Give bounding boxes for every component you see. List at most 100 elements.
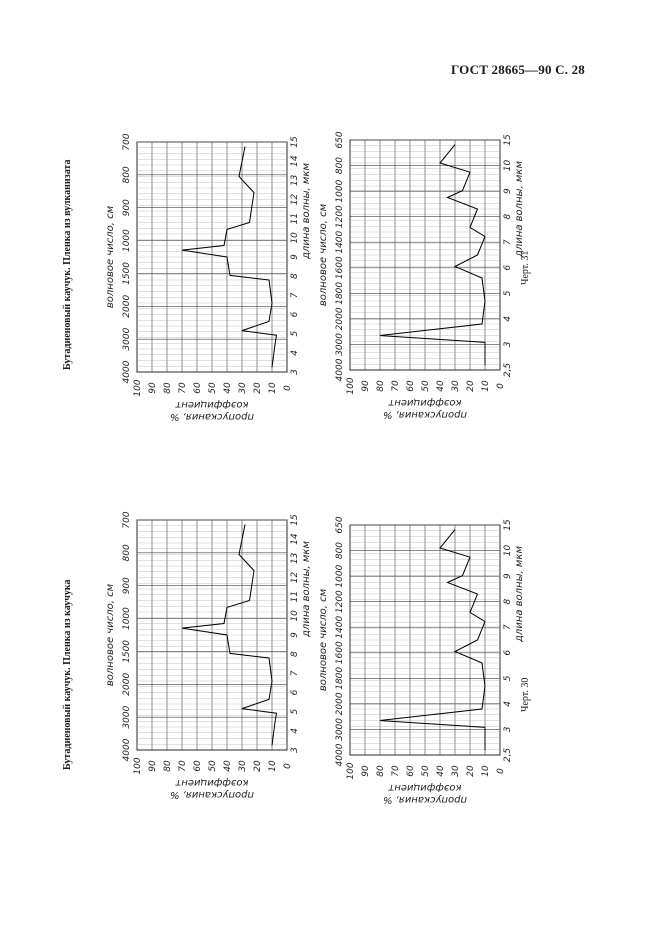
wavenumber-tick-label: 4000	[335, 743, 345, 766]
wavelength-tick-label: 15	[290, 514, 300, 526]
transmission-tick-label: 10	[481, 380, 491, 392]
wavenumber-tick-label: 800	[122, 544, 132, 561]
transmission-tick-label: 80	[376, 765, 386, 777]
wavenumber-axis-label: волновое число, см	[105, 205, 116, 308]
chart-frame: 100 90 80 70 60 50 40 30 20 10 0400030002000150010…	[105, 511, 312, 800]
transmission-tick-label: 90	[148, 382, 158, 394]
transmission-axis-label: пропускания, %	[383, 794, 467, 805]
transmission-tick-label: 90	[361, 765, 371, 777]
transmission-tick-label: 100	[133, 757, 143, 774]
wavenumber-tick-label: 2000	[122, 295, 132, 318]
transmission-axis-label: пропускания, %	[170, 789, 254, 800]
wavenumber-tick-label: 2000	[335, 692, 345, 715]
wavelength-tick-label: 5	[290, 331, 300, 337]
transmission-tick-label: 60	[193, 760, 203, 772]
wavelength-tick-label: 13	[290, 174, 300, 186]
transmission-tick-label: 20	[466, 380, 476, 392]
transmission-tick-label: 40	[223, 760, 233, 772]
page-header: ГОСТ 28665—90 С. 28	[451, 62, 585, 77]
wavenumber-tick-label: 1600	[335, 641, 345, 664]
transmission-axis-label: пропускания, %	[383, 409, 467, 420]
wavelength-tick-label: 6	[290, 689, 300, 695]
transmission-tick-label: 30	[451, 765, 461, 777]
wavelength-axis-label: длина волны, мкм	[301, 163, 312, 260]
wavelength-axis-label: длина волны, мкм	[301, 541, 312, 638]
wavenumber-tick-label: 2000	[335, 307, 345, 330]
transmission-tick-label: 60	[406, 765, 416, 777]
wavelength-tick-label: 8	[503, 599, 513, 605]
chart-frame: 100 90 80 70 60 50 40 30 20 10 0400030002000180016…	[318, 131, 525, 420]
transmission-tick-label: 0	[496, 768, 506, 774]
transmission-axis-label: пропускания, %	[170, 411, 254, 422]
transmission-tick-label: 60	[193, 382, 203, 394]
transmission-tick-label: 20	[253, 382, 263, 394]
transmission-tick-label: 50	[421, 380, 431, 392]
transmission-tick-label: 80	[163, 382, 173, 394]
wavenumber-tick-label: 700	[122, 511, 132, 528]
spectrum-trace	[181, 146, 278, 368]
section-title-vulcanizate-film: Бутадиеновый каучук. Пленка из вулканиза…	[62, 159, 73, 370]
transmission-tick-label: 100	[346, 762, 356, 779]
wavenumber-tick-label: 1000	[335, 564, 345, 587]
chart-frame: 100 90 80 70 60 50 40 30 20 10 0400030002000150010…	[105, 133, 312, 422]
transmission-tick-label: 100	[346, 377, 356, 394]
wavenumber-tick-label: 1000	[122, 607, 132, 630]
wavenumber-tick-label: 1500	[122, 262, 132, 285]
wavelength-tick-label: 8	[503, 214, 513, 220]
wavenumber-tick-label: 1200	[335, 590, 345, 613]
wavenumber-tick-label: 800	[335, 157, 345, 174]
wavelength-tick-label: 9	[503, 188, 513, 194]
transmission-axis-label: коэффициент	[387, 782, 461, 793]
transmission-tick-label: 10	[268, 382, 278, 394]
wavelength-tick-label: 15	[503, 134, 513, 146]
wavelength-tick-label: 4	[290, 728, 300, 734]
transmission-tick-label: 60	[406, 380, 416, 392]
wavelength-tick-label: 4	[290, 350, 300, 356]
wavenumber-tick-label: 1400	[335, 230, 345, 253]
wavenumber-tick-label: 1800	[335, 282, 345, 305]
wavelength-tick-label: 3	[503, 726, 513, 732]
transmission-tick-label: 40	[436, 380, 446, 392]
transmission-tick-label: 50	[421, 765, 431, 777]
wavenumber-tick-label: 4000	[335, 358, 345, 381]
figure-caption-30: Черт. 30	[520, 677, 531, 712]
wavenumber-axis-label: волновое число, см	[105, 583, 116, 686]
wavelength-tick-label: 11	[290, 591, 300, 602]
wavenumber-tick-label: 1000	[122, 229, 132, 252]
transmission-tick-label: 50	[208, 382, 218, 394]
wavenumber-axis-label: волновое число, см	[318, 588, 329, 691]
transmission-tick-label: 70	[178, 382, 188, 394]
wavelength-tick-label: 5	[290, 709, 300, 715]
wavelength-tick-label: 6	[503, 265, 513, 271]
wavelength-tick-label: 9	[503, 573, 513, 579]
wavelength-tick-label: 3	[290, 747, 300, 753]
transmission-tick-label: 70	[391, 380, 401, 392]
wavelength-axis-label: длина волны, мкм	[514, 546, 525, 643]
wavenumber-tick-label: 1500	[122, 640, 132, 663]
ir-spectrum-chart-31-lower: 100 90 80 70 60 50 40 30 20 10 0400030002000180016…	[318, 131, 525, 420]
transmission-tick-label: 10	[481, 765, 491, 777]
transmission-tick-label: 80	[163, 760, 173, 772]
wavelength-tick-label: 10	[290, 232, 300, 244]
transmission-axis-label: коэффициент	[174, 399, 248, 410]
wavelength-tick-label: 14	[290, 155, 300, 167]
wavelength-tick-label: 12	[290, 572, 300, 584]
wavenumber-tick-label: 1400	[335, 615, 345, 638]
transmission-tick-label: 30	[238, 382, 248, 394]
wavelength-tick-label: 6	[503, 650, 513, 656]
wavelength-tick-label: 15	[290, 136, 300, 148]
wavelength-tick-label: 5	[503, 290, 513, 296]
transmission-tick-label: 90	[148, 760, 158, 772]
transmission-tick-label: 40	[436, 765, 446, 777]
wavenumber-tick-label: 4000	[122, 360, 132, 383]
transmission-tick-label: 30	[451, 380, 461, 392]
wavenumber-tick-label: 3000	[122, 327, 132, 350]
transmission-tick-label: 100	[133, 379, 143, 396]
transmission-tick-label: 70	[391, 765, 401, 777]
transmission-tick-label: 0	[283, 763, 293, 769]
wavelength-tick-label: 2,5	[503, 748, 513, 763]
transmission-tick-label: 40	[223, 382, 233, 394]
wavelength-tick-label: 13	[290, 552, 300, 564]
transmission-axis-label: коэффициент	[174, 777, 248, 788]
wavelength-tick-label: 14	[290, 533, 300, 545]
